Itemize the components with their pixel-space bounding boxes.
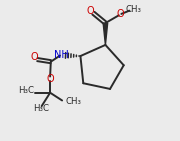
Text: CH₃: CH₃ — [125, 5, 141, 14]
Polygon shape — [103, 23, 108, 45]
Text: O: O — [30, 52, 38, 62]
Text: O: O — [117, 9, 124, 19]
Text: NH: NH — [54, 50, 69, 60]
Text: O: O — [46, 74, 54, 84]
Text: H₃C: H₃C — [33, 104, 49, 113]
Text: CH₃: CH₃ — [66, 97, 82, 106]
Text: O: O — [87, 6, 94, 16]
Text: H₃C: H₃C — [18, 86, 34, 95]
